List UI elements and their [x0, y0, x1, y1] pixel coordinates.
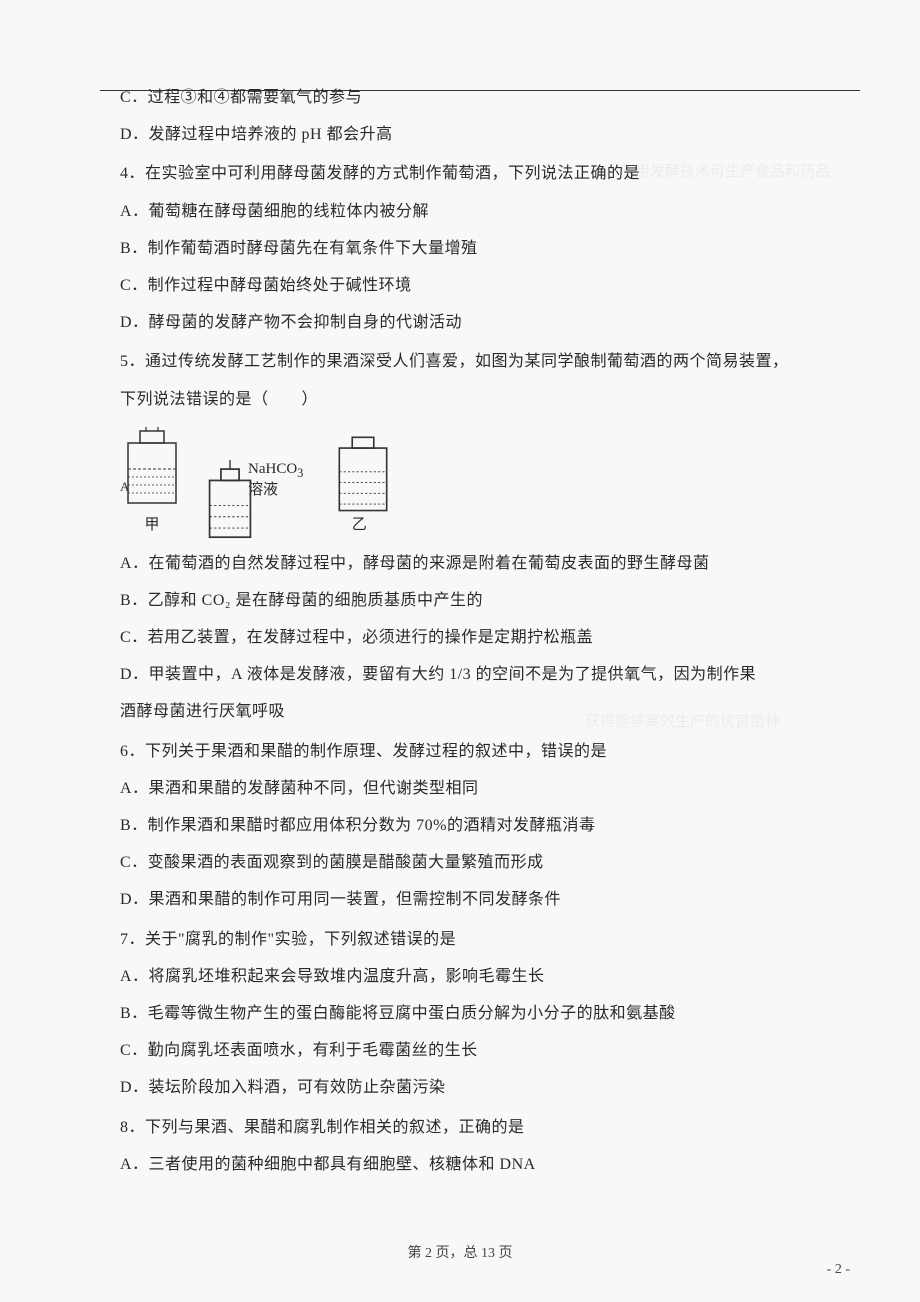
jar-yi — [331, 433, 387, 511]
jar-a-wrap: A 甲 — [120, 427, 184, 534]
q5-option-d-line1: D．甲装置中，A 液体是发酵液，要留有大约 1/3 的空间不是为了提供氧气，因为… — [120, 657, 840, 692]
q5-diagram: A 甲 NaHCO3溶液 — [120, 427, 840, 534]
q6-stem: 6．下列关于果酒和果醋的制作原理、发酵过程的叙述中，错误的是 — [120, 734, 840, 769]
prev-option-c: C．过程③和④都需要氧气的参与 — [120, 80, 840, 115]
q7-option-a: A．将腐乳坯堆积起来会导致堆内温度升高，影响毛霉生长 — [120, 959, 840, 994]
q5-option-d-line2: 酒酵母菌进行厌氧呼吸 — [120, 694, 840, 729]
q4-option-c: C．制作过程中酵母菌始终处于碱性环境 — [120, 268, 840, 303]
q4-option-d: D．酵母菌的发酵产物不会抑制自身的代谢活动 — [120, 305, 840, 340]
q4-option-b: B．制作葡萄酒时酵母菌先在有氧条件下大量增殖 — [120, 231, 840, 266]
q5-option-c: C．若用乙装置，在发酵过程中，必须进行的操作是定期拧松瓶盖 — [120, 620, 840, 655]
group-jia-label: 甲 — [120, 513, 184, 534]
jar-a-svg: A — [120, 427, 184, 511]
q7-option-b: B．毛霉等微生物产生的蛋白酶能将豆腐中蛋白质分解为小分子的肽和氨基酸 — [120, 996, 840, 1031]
diagram-group-yi: 乙 — [331, 433, 387, 534]
q7-option-d: D．装坛阶段加入料酒，可有效防止杂菌污染 — [120, 1070, 840, 1105]
page-content: C．过程③和④都需要氧气的参与 D．发酵过程中培养液的 pH 都会升高 4．在实… — [120, 80, 840, 1184]
q5-stem-line2: 下列说法错误的是（ ） — [120, 382, 840, 417]
q7-option-c: C．勤向腐乳坯表面喷水，有利于毛霉菌丝的生长 — [120, 1033, 840, 1068]
q5-option-b: B．乙醇和 CO₂ 是在酵母菌的细胞质基质中产生的 — [120, 583, 840, 618]
q6-option-a: A．果酒和果醋的发酵菌种不同，但代谢类型相同 — [120, 771, 840, 806]
q6-option-c: C．变酸果酒的表面观察到的菌膜是醋酸菌大量繁殖而形成 — [120, 845, 840, 880]
jar-yi-svg — [331, 433, 395, 517]
q4-option-a: A．葡萄糖在酵母菌细胞的线粒体内被分解 — [120, 194, 840, 229]
q8-stem: 8．下列与果酒、果醋和腐乳制作相关的叙述，正确的是 — [120, 1110, 840, 1145]
q5-stem-line1: 5．通过传统发酵工艺制作的果酒深受人们喜爱，如图为某同学酿制葡萄酒的两个简易装置… — [120, 344, 840, 379]
q5-option-a: A．在葡萄酒的自然发酵过程中，酵母菌的来源是附着在葡萄皮表面的野生酵母菌 — [120, 546, 840, 581]
diagram-group-jia: A 甲 NaHCO3溶液 — [120, 427, 303, 534]
q7-stem: 7．关于"腐乳的制作"实验，下列叙述错误的是 — [120, 922, 840, 957]
footer-page: 第 2 页，总 13 页 — [0, 1242, 920, 1262]
prev-option-d: D．发酵过程中培养液的 pH 都会升高 — [120, 117, 840, 152]
jar-a: A — [120, 427, 184, 511]
jar-small-jia — [198, 460, 246, 534]
jar-a-label-text: A — [120, 479, 130, 494]
footer-num: - 2 - — [827, 1262, 850, 1278]
q8-option-a: A．三者使用的菌种细胞中都具有细胞壁、核糖体和 DNA — [120, 1147, 840, 1182]
q6-option-d: D．果酒和果醋的制作可用同一装置，但需控制不同发酵条件 — [120, 882, 840, 917]
q6-option-b: B．制作果酒和果醋时都应用体积分数为 70%的酒精对发酵瓶消毒 — [120, 808, 840, 843]
jar-small-svg — [198, 460, 262, 544]
q4-stem: 4．在实验室中可利用酵母菌发酵的方式制作葡萄酒，下列说法正确的是 — [120, 156, 840, 191]
